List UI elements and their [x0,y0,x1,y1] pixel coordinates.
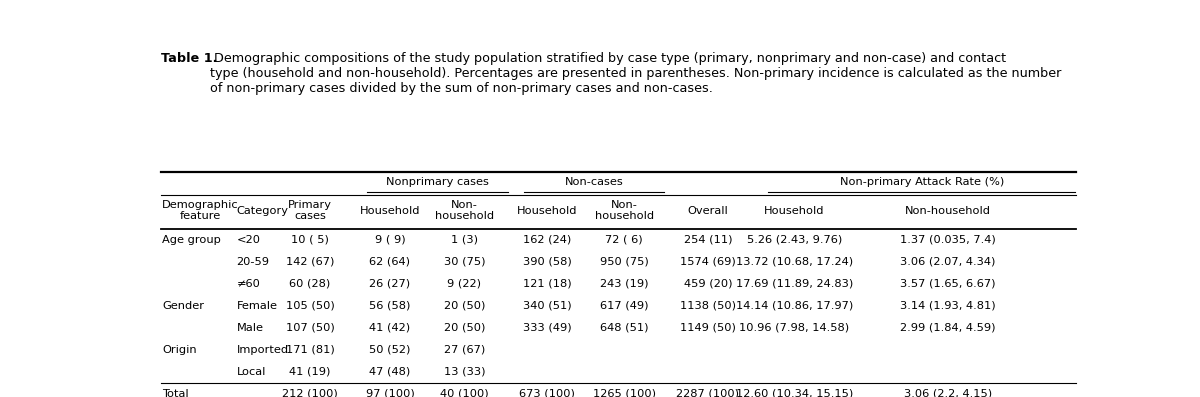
Text: 3.14 (1.93, 4.81): 3.14 (1.93, 4.81) [900,301,996,311]
Text: 2.99 (1.84, 4.59): 2.99 (1.84, 4.59) [900,323,996,333]
Text: Household: Household [764,206,824,216]
Text: Household: Household [360,206,420,216]
Text: Overall: Overall [688,206,728,216]
Text: 27 (67): 27 (67) [444,345,485,355]
Text: Imported: Imported [236,345,289,355]
Text: 30 (75): 30 (75) [444,257,485,267]
Text: 1265 (100): 1265 (100) [593,389,655,397]
Text: Primary
cases: Primary cases [288,200,332,222]
Text: Nonprimary cases: Nonprimary cases [386,177,488,187]
Text: 243 (19): 243 (19) [600,279,648,289]
Text: 105 (50): 105 (50) [286,301,335,311]
Text: 254 (11): 254 (11) [684,235,732,245]
Text: 1.37 (0.035, 7.4): 1.37 (0.035, 7.4) [900,235,996,245]
Text: 9 ( 9): 9 ( 9) [374,235,406,245]
Text: 13.72 (10.68, 17.24): 13.72 (10.68, 17.24) [736,257,853,267]
Text: 3.06 (2.07, 4.34): 3.06 (2.07, 4.34) [900,257,996,267]
Text: 13 (33): 13 (33) [444,367,485,377]
Text: 50 (52): 50 (52) [370,345,410,355]
Text: 10.96 (7.98, 14.58): 10.96 (7.98, 14.58) [739,323,850,333]
Text: Non-primary Attack Rate (%): Non-primary Attack Rate (%) [840,177,1004,187]
Text: 171 (81): 171 (81) [286,345,335,355]
Text: 340 (51): 340 (51) [523,301,571,311]
Text: 10 ( 5): 10 ( 5) [292,235,329,245]
Text: 1138 (50): 1138 (50) [680,301,736,311]
Text: 333 (49): 333 (49) [523,323,571,333]
Text: 673 (100): 673 (100) [520,389,575,397]
Text: 162 (24): 162 (24) [523,235,571,245]
Text: Table 1.: Table 1. [161,52,217,65]
Text: 617 (49): 617 (49) [600,301,648,311]
Text: 56 (58): 56 (58) [370,301,410,311]
Text: 648 (51): 648 (51) [600,323,648,333]
Text: 1149 (50): 1149 (50) [680,323,736,333]
Text: Non-household: Non-household [905,206,991,216]
Text: Household: Household [517,206,577,216]
Text: 20 (50): 20 (50) [444,323,485,333]
Text: Non-cases: Non-cases [565,177,624,187]
Text: 12.60 (10.34, 15.15): 12.60 (10.34, 15.15) [736,389,853,397]
Text: 14.14 (10.86, 17.97): 14.14 (10.86, 17.97) [736,301,853,311]
Text: 20 (50): 20 (50) [444,301,485,311]
Text: 2287 (100): 2287 (100) [677,389,739,397]
Text: 212 (100): 212 (100) [282,389,338,397]
Text: 950 (75): 950 (75) [600,257,649,267]
Text: Total: Total [162,389,188,397]
Text: 459 (20): 459 (20) [684,279,732,289]
Text: Age group: Age group [162,235,221,245]
Text: 26 (27): 26 (27) [370,279,410,289]
Text: 20-59: 20-59 [236,257,270,267]
Text: 5.26 (2.43, 9.76): 5.26 (2.43, 9.76) [746,235,842,245]
Text: Demographic
feature: Demographic feature [162,200,239,222]
Text: 390 (58): 390 (58) [523,257,571,267]
Text: 41 (42): 41 (42) [370,323,410,333]
Text: 97 (100): 97 (100) [366,389,414,397]
Text: Male: Male [236,323,264,333]
Text: 60 (28): 60 (28) [289,279,330,289]
Text: 107 (50): 107 (50) [286,323,335,333]
Text: 1 (3): 1 (3) [451,235,478,245]
Text: 142 (67): 142 (67) [286,257,334,267]
Text: Demographic compositions of the study population stratified by case type (primar: Demographic compositions of the study po… [210,52,1061,95]
Text: 3.06 (2.2, 4.15): 3.06 (2.2, 4.15) [904,389,992,397]
Text: 1574 (69): 1574 (69) [680,257,736,267]
Text: 72 ( 6): 72 ( 6) [606,235,643,245]
Text: Local: Local [236,367,266,377]
Text: Gender: Gender [162,301,204,311]
Text: <20: <20 [236,235,260,245]
Text: Category: Category [236,206,288,216]
Text: Origin: Origin [162,345,197,355]
Text: 3.57 (1.65, 6.67): 3.57 (1.65, 6.67) [900,279,996,289]
Text: 40 (100): 40 (100) [440,389,488,397]
Text: 121 (18): 121 (18) [523,279,571,289]
Text: Female: Female [236,301,277,311]
Text: 17.69 (11.89, 24.83): 17.69 (11.89, 24.83) [736,279,853,289]
Text: Non-
household: Non- household [595,200,654,222]
Text: 62 (64): 62 (64) [370,257,410,267]
Text: 9 (22): 9 (22) [448,279,481,289]
Text: Non-
household: Non- household [434,200,494,222]
Text: ≠60: ≠60 [236,279,260,289]
Text: 47 (48): 47 (48) [370,367,410,377]
Text: 41 (19): 41 (19) [289,367,331,377]
